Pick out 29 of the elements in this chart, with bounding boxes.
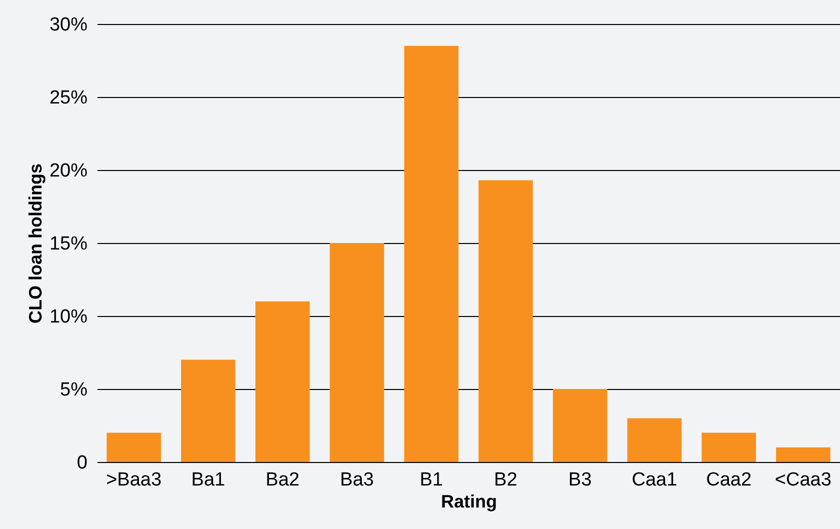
- x-tick-label: <Caa3: [774, 470, 832, 490]
- y-tick-label: 10%: [49, 306, 88, 328]
- y-tick-label: 5%: [60, 380, 88, 400]
- bar: [702, 432, 756, 462]
- y-tick-label: 25%: [49, 88, 88, 108]
- x-tick-label: Ba1: [191, 470, 226, 490]
- x-tick-label: B3: [568, 470, 592, 490]
- y-tick-label: 0: [76, 452, 88, 474]
- bar: [478, 180, 533, 462]
- y-tick-label: 30%: [49, 14, 88, 36]
- y-tick-label: 15%: [49, 234, 88, 254]
- x-tick-label: Ba2: [266, 470, 300, 490]
- x-tick-label: Caa2: [706, 470, 752, 490]
- bar: [552, 389, 608, 462]
- bar: [181, 360, 236, 462]
- x-axis-title: Rating: [441, 492, 497, 512]
- bar: [776, 447, 830, 462]
- y-axis-title: CLO loan holdings: [25, 164, 46, 324]
- x-tick-label: >Baa3: [106, 470, 162, 490]
- x-tick-label: Caa1: [632, 470, 678, 490]
- y-tick-label: 20%: [49, 160, 88, 182]
- bar: [330, 243, 384, 462]
- bar: [255, 301, 310, 462]
- x-tick-label: B1: [420, 470, 443, 490]
- x-tick-label: B2: [494, 470, 518, 490]
- bar: [106, 432, 161, 462]
- bar: [627, 418, 682, 462]
- x-tick-label: Ba3: [340, 470, 374, 490]
- bar: [404, 46, 458, 462]
